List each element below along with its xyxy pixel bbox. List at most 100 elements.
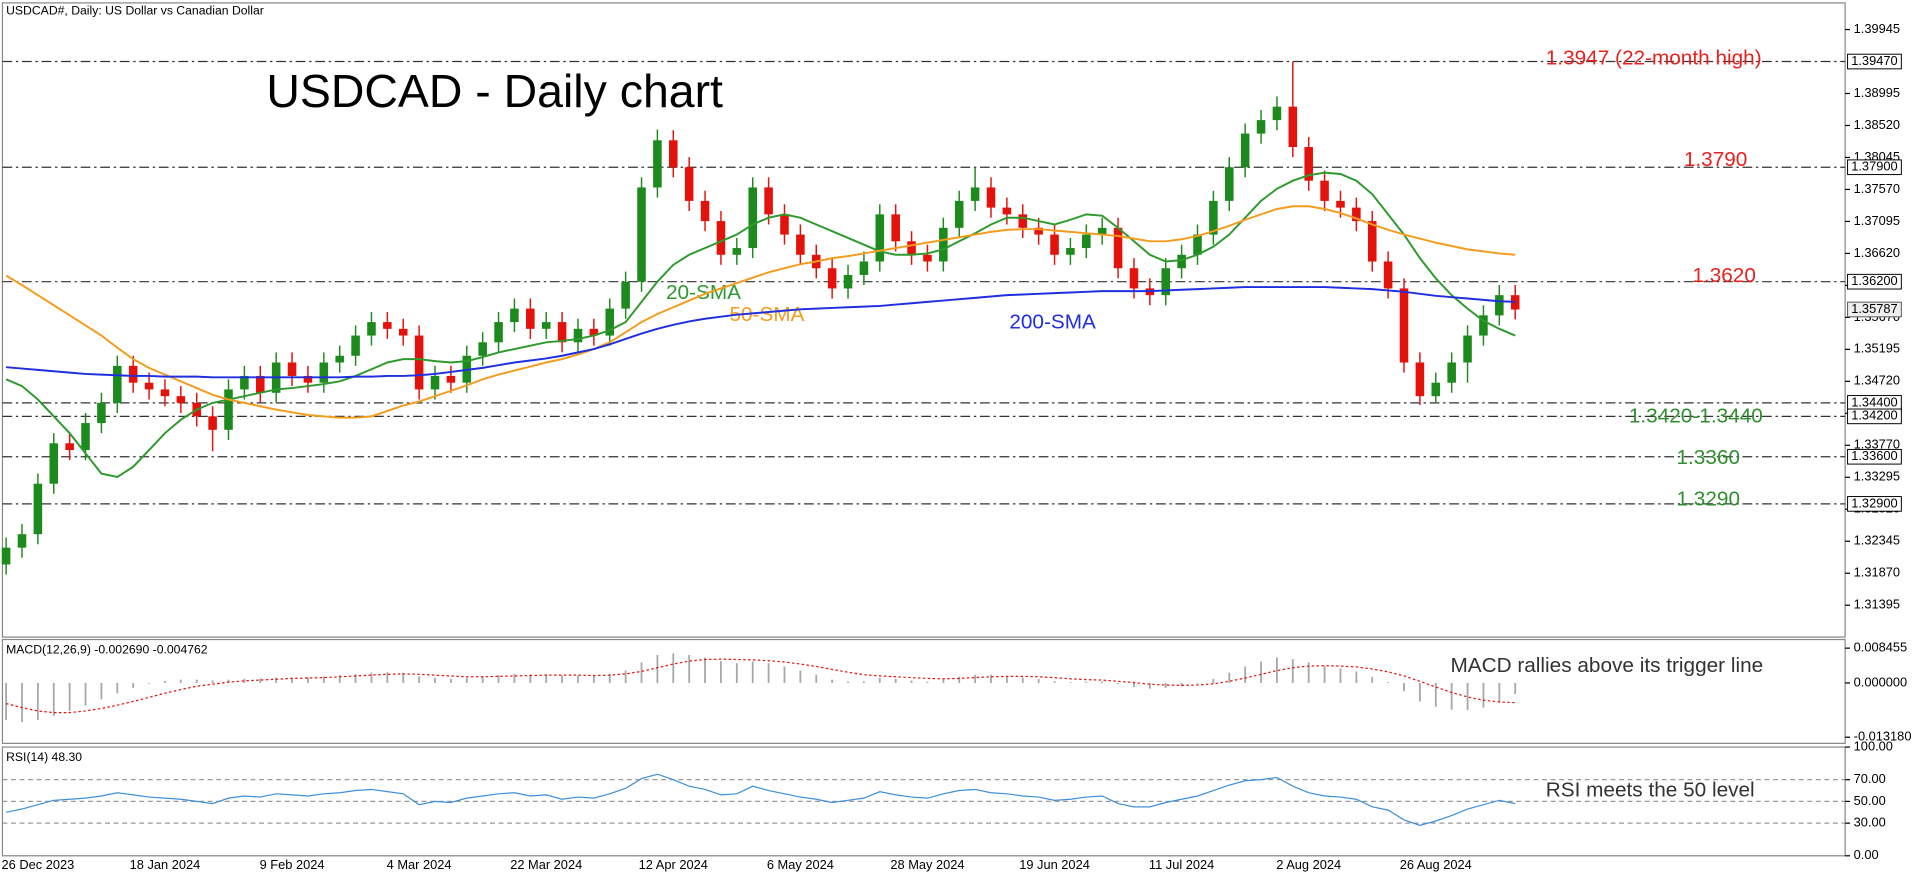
- y-tick-label: -0.013180: [1854, 729, 1912, 744]
- candle-body: [986, 187, 996, 208]
- candle-body: [637, 187, 646, 282]
- candle-body: [240, 375, 249, 390]
- candle-body: [1510, 295, 1520, 310]
- candle-body: [621, 281, 630, 309]
- series-label: 200-SMA: [1009, 311, 1096, 334]
- candle-body: [510, 308, 519, 323]
- series-label: 50-SMA: [729, 303, 804, 326]
- y-tick-label: 1.34720: [1854, 373, 1900, 388]
- candle-body: [843, 274, 853, 289]
- y-tick-label: 1.38520: [1854, 117, 1900, 132]
- candle-body: [17, 534, 27, 548]
- candle-body: [1479, 315, 1488, 336]
- level-label: 1.37900: [1851, 159, 1897, 174]
- level-box: [1847, 53, 1902, 70]
- candle-body: [1320, 180, 1329, 201]
- y-tick-label: 1.38995: [1854, 85, 1900, 100]
- candle-body: [684, 167, 694, 201]
- candle-body: [97, 402, 106, 424]
- candle-body: [176, 396, 186, 403]
- candle-body: [430, 375, 440, 390]
- y-tick-label: 1.31870: [1854, 565, 1900, 580]
- last-price-box: [1847, 301, 1902, 318]
- candle-body: [1415, 362, 1425, 397]
- candle-body: [859, 261, 869, 275]
- candle-body: [748, 187, 757, 249]
- y-tick-label: 1.32345: [1854, 533, 1900, 548]
- candle-body: [128, 365, 138, 383]
- candle-body: [970, 187, 980, 201]
- sma-line: [6, 286, 1516, 379]
- y-tick-label: 0.00: [1854, 847, 1879, 862]
- x-tick-label: 28 May 2024: [890, 857, 964, 872]
- level-box: [1847, 273, 1902, 290]
- candle-body: [1002, 207, 1012, 215]
- y-tick-label: 0.008455: [1854, 640, 1908, 655]
- level-annotation: 1.3947 (22-month high): [1546, 47, 1762, 70]
- candle-body: [1240, 133, 1250, 168]
- level-annotation: 1.3360: [1677, 446, 1741, 469]
- chart-header: USDCAD#, Daily: US Dollar vs Canadian Do…: [6, 4, 264, 18]
- x-tick-label: 26 Aug 2024: [1400, 857, 1472, 872]
- candle-body: [732, 248, 742, 255]
- candle-body: [796, 234, 805, 255]
- x-tick-label: 6 May 2024: [767, 857, 834, 872]
- candle-body: [1304, 147, 1313, 181]
- candle-body: [113, 365, 122, 403]
- candle-body: [33, 483, 43, 535]
- candle-body: [1367, 221, 1377, 262]
- level-box: [1847, 159, 1902, 176]
- candle-body: [700, 200, 710, 222]
- candle-body: [573, 328, 583, 343]
- candle-body: [478, 342, 487, 356]
- candle-body: [335, 355, 344, 363]
- candle-body: [351, 335, 360, 356]
- chart-title: USDCAD - Daily chart: [266, 65, 723, 117]
- x-tick-label: 9 Feb 2024: [260, 857, 325, 872]
- candle-body: [1097, 227, 1107, 235]
- candle-body: [1336, 200, 1345, 208]
- candle-body: [1288, 106, 1298, 148]
- level-annotation: 1.3620: [1692, 264, 1756, 287]
- y-tick-label: 100.00: [1854, 738, 1893, 753]
- x-tick-label: 4 Mar 2024: [387, 857, 452, 872]
- candle-body: [827, 268, 837, 289]
- macd-annotation: MACD rallies above its trigger line: [1450, 654, 1763, 677]
- candle-body: [287, 362, 297, 376]
- candle-body: [1256, 120, 1266, 134]
- level-box: [1847, 448, 1902, 465]
- signal-line: [5, 658, 1516, 714]
- candle-body: [1066, 248, 1075, 255]
- x-tick-label: 2 Aug 2024: [1276, 857, 1341, 872]
- candle-body: [605, 308, 615, 336]
- candle-body: [160, 389, 170, 397]
- rsi-annotation: RSI meets the 50 level: [1546, 779, 1755, 802]
- candle-body: [716, 221, 726, 255]
- candle-body: [541, 322, 551, 329]
- candle-body: [923, 254, 932, 262]
- level-label: 1.33600: [1851, 448, 1897, 463]
- candle-body: [780, 214, 789, 235]
- candle-body: [1, 547, 11, 565]
- x-tick-label: 18 Jan 2024: [130, 857, 201, 872]
- macd-panel: [1, 638, 1846, 744]
- level-label: 1.34200: [1851, 408, 1897, 423]
- sma-line: [5, 205, 1516, 419]
- candle-body: [414, 335, 424, 390]
- candle-body: [1209, 200, 1218, 235]
- candle-body: [1447, 362, 1456, 383]
- candle-body: [1034, 227, 1043, 235]
- candle-body: [1431, 382, 1441, 397]
- y-tick-label: 1.33295: [1854, 469, 1900, 484]
- level-label: 1.34400: [1851, 394, 1897, 409]
- level-label: 1.36200: [1851, 273, 1897, 288]
- y-tick-label: 1.37095: [1854, 213, 1900, 228]
- y-tick-label: 1.36620: [1854, 245, 1900, 260]
- candle-body: [144, 382, 154, 390]
- x-tick-label: 11 Jul 2024: [1149, 857, 1214, 872]
- level-annotation: 1.3790: [1684, 148, 1748, 171]
- candle-body: [367, 322, 376, 336]
- level-label: 1.32900: [1851, 495, 1897, 510]
- candle-body: [1463, 335, 1472, 363]
